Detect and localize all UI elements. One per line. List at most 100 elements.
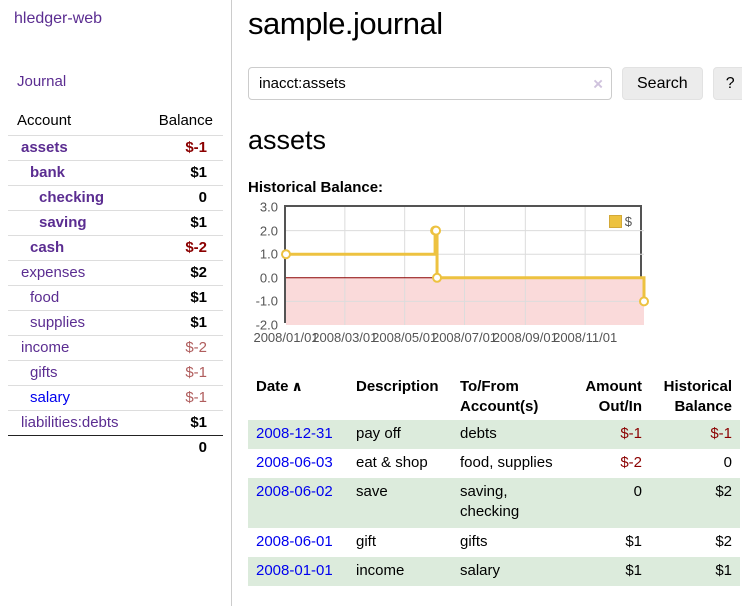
sidebar-account-balance: $-1 [185, 389, 207, 406]
transaction-date-link[interactable]: 2008-06-01 [256, 532, 333, 550]
sidebar-account-row: salary $-1 [8, 385, 223, 410]
sidebar-account-row: bank $1 [8, 160, 223, 185]
transaction-balance: 0 [723, 453, 732, 471]
register-rows: 2008-12-31 pay off debts $-1 $-1 2008-06-03 ea… [248, 419, 740, 586]
sidebar-account-row: saving $1 [8, 210, 223, 235]
sidebar-account-balance: $-2 [185, 239, 207, 256]
main-content: sample.journal × Search ? assets Histori… [232, 0, 742, 606]
search-button[interactable]: Search [622, 67, 703, 100]
sidebar-account-row: checking 0 [8, 185, 223, 210]
sidebar-account-link[interactable]: gifts [30, 364, 58, 381]
sidebar-account-row: cash $-2 [8, 235, 223, 260]
transaction-date-link[interactable]: 2008-06-03 [256, 453, 333, 471]
date-header-label: Date [256, 378, 289, 395]
sidebar-account-row: income $-2 [8, 335, 223, 360]
sidebar: hledger-web Journal Account Balance asse… [0, 0, 232, 606]
sort-ascending-icon: ∧ [291, 378, 303, 394]
clear-search-icon[interactable]: × [593, 74, 603, 93]
register-row: 2008-06-03 eat & shop food, supplies $-2 0 [248, 449, 740, 478]
sidebar-account-link[interactable]: liabilities:debts [21, 414, 119, 431]
transaction-description: eat & shop [356, 453, 428, 471]
transaction-amount: $1 [625, 561, 642, 579]
sidebar-account-balance: 0 [198, 189, 207, 206]
sidebar-account-link[interactable]: saving [39, 214, 87, 231]
balance-column-header: Balance [158, 112, 213, 129]
transaction-date-cell: 2008-12-31 [248, 420, 348, 449]
sidebar-account-link[interactable]: expenses [21, 264, 86, 281]
sidebar-accounts-table: Account Balance assets $-1 bank $1 checking 0… [8, 109, 223, 460]
transaction-accounts: food, supplies [460, 453, 553, 471]
register-header-row: Date ∧ Description To/From Account(s) Amo… [248, 375, 740, 420]
sidebar-item-journal[interactable]: Journal [17, 73, 67, 90]
register-header-date[interactable]: Date ∧ [248, 375, 348, 420]
sidebar-total-row: 0 [8, 435, 223, 460]
transaction-amount: $-1 [620, 424, 642, 442]
legend-label: $ [624, 214, 632, 229]
sidebar-account-balance: $-1 [185, 364, 207, 381]
transaction-accounts: saving, checking [460, 483, 520, 521]
sidebar-account-row: assets $-1 [8, 135, 223, 160]
chart-plot: $ [281, 205, 649, 325]
register-row: 2008-01-01 income salary $1 $1 [248, 556, 740, 586]
data-point-marker [432, 272, 443, 283]
transaction-description: gift [356, 532, 377, 550]
x-tick-label: 2008/07/01 [431, 330, 498, 345]
sidebar-account-link[interactable]: checking [39, 189, 105, 206]
sidebar-account-rows: assets $-1 bank $1 checking 0 saving $1 cash $-2 e… [8, 135, 223, 435]
transaction-amount: $1 [625, 532, 642, 550]
y-tick-label: -1.0 [255, 293, 278, 309]
search-input[interactable] [248, 67, 612, 100]
transaction-date-link[interactable]: 2008-06-02 [256, 483, 333, 500]
sidebar-account-balance: $1 [190, 289, 207, 306]
help-button[interactable]: ? [712, 67, 742, 100]
register-row: 2008-12-31 pay off debts $-1 $-1 [248, 419, 740, 449]
y-tick-label: -2.0 [255, 317, 278, 333]
transaction-balance: $1 [715, 561, 732, 579]
sidebar-account-balance: $1 [190, 214, 207, 231]
register-row: 2008-06-02 save saving, checking 0 $2 [248, 478, 740, 528]
transaction-description: save [356, 483, 388, 500]
sidebar-account-row: liabilities:debts $1 [8, 410, 223, 435]
transaction-accounts: debts [460, 424, 497, 442]
x-tick-label: 2008/05/01 [372, 330, 438, 345]
account-column-header: Account [17, 112, 72, 129]
x-tick-label: 2008/09/01 [492, 330, 558, 345]
historical-balance-chart: 3.0 2.0 1.0 0.0 -1.0 -2.0 $ 2008/01/01 2008/03… [248, 200, 678, 348]
transaction-balance: $2 [715, 483, 732, 500]
transaction-date-link[interactable]: 2008-12-31 [256, 424, 333, 442]
y-tick-label: 2.0 [259, 223, 278, 239]
data-point-marker [431, 225, 442, 236]
chart-title: Historical Balance: [248, 179, 384, 196]
transaction-date-cell: 2008-01-01 [248, 557, 348, 586]
sidebar-account-link[interactable]: assets [21, 139, 68, 156]
y-tick-label: 3.0 [259, 199, 278, 215]
register-table: Date ∧ Description To/From Account(s) Amo… [248, 375, 740, 586]
sidebar-account-link[interactable]: supplies [30, 314, 86, 331]
register-header-amount: Amount Out/In [585, 378, 642, 416]
register-header-accounts: To/From Account(s) [460, 378, 539, 416]
sidebar-account-link[interactable]: cash [30, 239, 65, 256]
sidebar-account-link[interactable]: income [21, 339, 70, 356]
transaction-description: income [356, 561, 405, 579]
transaction-balance: $2 [715, 532, 732, 550]
register-header-description: Description [356, 378, 439, 395]
y-tick-label: 0.0 [259, 270, 278, 286]
data-point-marker [281, 249, 291, 260]
register-header-balance: Historical Balance [663, 378, 732, 416]
transaction-date-cell: 2008-06-03 [248, 449, 348, 478]
sidebar-account-row: expenses $2 [8, 260, 223, 285]
sidebar-accounts-header: Account Balance [8, 109, 223, 135]
legend-swatch-icon [608, 215, 622, 228]
sidebar-account-link[interactable]: bank [30, 164, 66, 181]
account-heading: assets [248, 125, 327, 155]
sidebar-account-balance: $1 [190, 314, 207, 331]
chart-x-axis: 2008/01/01 2008/03/01 2008/05/01 2008/07/01… [248, 330, 678, 346]
app-title-link[interactable]: hledger-web [14, 10, 103, 27]
sidebar-account-balance: $1 [190, 414, 207, 431]
sidebar-account-link[interactable]: salary [30, 389, 71, 406]
transaction-date-link[interactable]: 2008-01-01 [256, 561, 333, 579]
transaction-description: pay off [356, 424, 401, 442]
page-title: sample.journal [248, 6, 443, 41]
sidebar-account-link[interactable]: food [30, 289, 60, 306]
transaction-amount: $-2 [620, 453, 642, 471]
